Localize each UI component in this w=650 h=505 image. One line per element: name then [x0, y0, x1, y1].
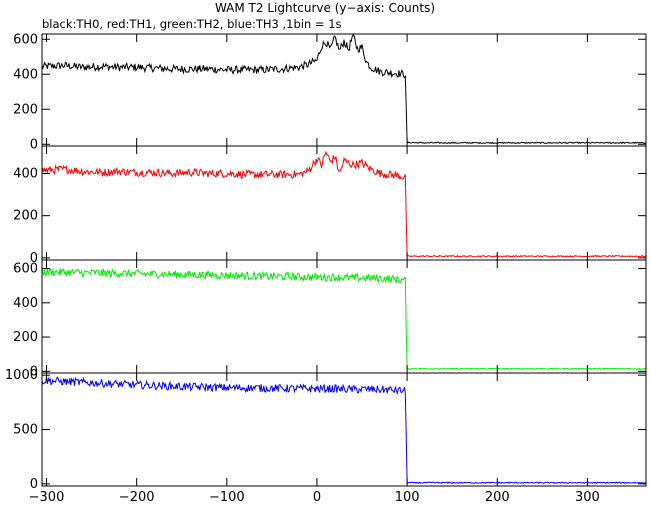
y-tick-label: 200	[13, 330, 38, 345]
x-tick-label: −100	[209, 490, 245, 505]
y-tick-label: 500	[13, 423, 38, 438]
x-tick-label: 200	[485, 490, 510, 505]
y-tick-label: 400	[13, 67, 38, 82]
panel-frame	[41, 145, 647, 261]
y-tick-label: 0	[30, 477, 38, 492]
panel-th0: 0 200 400 600	[13, 32, 647, 152]
chart-subtitle: black:TH0, red:TH1, green:TH2, blue:TH3 …	[42, 17, 342, 31]
series-line-th1	[41, 150, 647, 258]
chart-title: WAM T2 Lightcurve (y−axis: Counts)	[215, 1, 435, 15]
y-tick-label: 600	[13, 262, 38, 277]
panel-th1: 0 200 400	[13, 145, 647, 266]
x-tick-label: 0	[313, 490, 321, 505]
x-tick-label: −200	[119, 490, 155, 505]
y-tick-label: 200	[13, 209, 38, 224]
y-tick-label: 1000	[5, 368, 38, 383]
x-tick-label: −300	[29, 490, 65, 505]
panel-th2: 0 200 400 600	[13, 259, 647, 379]
panel-frame	[41, 33, 647, 147]
y-tick-label: 600	[13, 32, 38, 47]
x-tick-label: 300	[575, 490, 600, 505]
series-line-th3	[41, 376, 647, 485]
x-tick-label: 100	[395, 490, 420, 505]
y-tick-label: 400	[13, 296, 38, 311]
panel-th3: 0 500 1000 −300 −200 −100 0 100 200 300	[5, 368, 647, 505]
series-line-th2	[41, 267, 647, 370]
y-tick-label: 200	[13, 102, 38, 117]
y-tick-label: 0	[30, 364, 38, 379]
y-tick-label: 400	[13, 166, 38, 181]
y-tick-label: 0	[30, 251, 38, 266]
y-tick-label: 0	[30, 137, 38, 152]
panel-frame	[41, 372, 647, 487]
series-line-th0	[41, 34, 646, 145]
